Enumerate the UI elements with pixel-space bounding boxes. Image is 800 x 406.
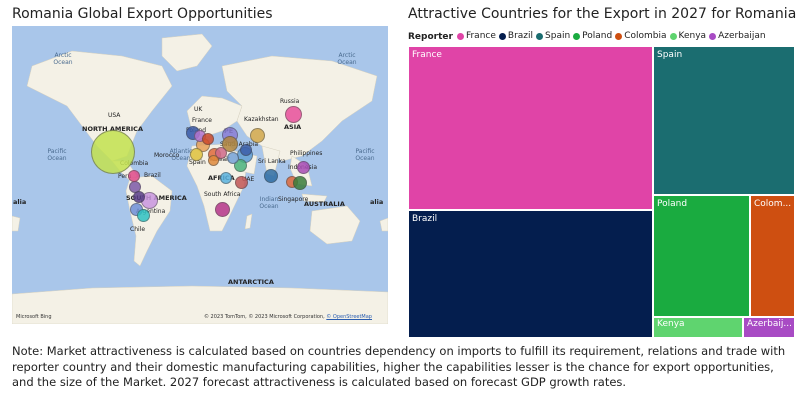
map-bubble[interactable] (190, 148, 203, 161)
place-label: Sri Lanka (258, 158, 286, 165)
map-bubble[interactable] (240, 144, 252, 156)
legend-swatch (709, 32, 717, 40)
treemap-tile-label: Brazil (412, 214, 438, 224)
place-label: Kuwait (210, 156, 231, 163)
map-copyright: © 2023 TomTom, © 2023 Microsoft Corporat… (203, 314, 372, 320)
map-bubble[interactable] (297, 161, 310, 174)
place-label: France (192, 117, 212, 124)
place-label: NORTH AMERICA (82, 125, 143, 133)
footnote: Note: Market attractiveness is calculate… (12, 344, 786, 389)
legend-title: Reporter (408, 31, 453, 42)
place-label: Saudi Arabia (220, 141, 259, 148)
treemap-tile-france[interactable]: France (408, 46, 653, 210)
map-bubble[interactable] (227, 152, 239, 164)
treemap-tile-kenya[interactable]: Kenya (653, 317, 743, 338)
map-bubble[interactable] (250, 128, 265, 143)
place-label: ASIA (284, 123, 302, 131)
treemap-tile-label: Kenya (657, 319, 685, 329)
ocean-label: Arctic Ocean (337, 52, 357, 66)
treemap-tile-label: Azerbaij... (747, 319, 792, 329)
treemap-tile-label: France (412, 50, 442, 60)
openstreetmap-link[interactable]: © OpenStreetMap (326, 314, 372, 320)
world-map[interactable]: Arctic Ocean Arctic Ocean Pacific Ocean … (12, 26, 388, 324)
place-label: Argentina (136, 208, 166, 215)
place-label: Kazakhstan (244, 116, 279, 123)
legend-item-spain[interactable]: Spain (536, 31, 570, 41)
ocean-label: Indian Ocean (259, 196, 279, 210)
treemap-tile-poland[interactable]: Poland (653, 195, 750, 317)
map-bubble[interactable] (91, 130, 135, 174)
legend-label: Azerbaijan (718, 31, 766, 41)
treemap-tile-label: Poland (657, 199, 688, 209)
legend-swatch (573, 32, 581, 40)
treemap-tile-brazil[interactable]: Brazil (408, 210, 653, 338)
legend-swatch (669, 32, 677, 40)
place-label: alia (13, 198, 27, 206)
place-label: Philippines (290, 150, 323, 157)
legend-item-kenya[interactable]: Kenya (669, 31, 707, 41)
map-bubble[interactable] (215, 147, 227, 159)
place-label: South Africa (204, 191, 241, 198)
treemap[interactable]: France Brazil Spain Poland Colom... Kenya Azer… (408, 46, 795, 338)
map-bubble[interactable] (220, 172, 232, 184)
legend-label: Spain (545, 31, 571, 41)
treemap-tile-label: Colom... (754, 199, 792, 209)
map-bubble[interactable] (128, 170, 140, 182)
place-label: UK (194, 106, 203, 113)
legend-item-france[interactable]: France (456, 31, 496, 41)
legend-label: France (465, 31, 496, 41)
map-bubble[interactable] (137, 209, 150, 222)
legend-swatch (498, 32, 506, 40)
map-bubble[interactable] (293, 176, 307, 190)
legend-label: Colombia (624, 31, 667, 41)
map-title: Romania Global Export Opportunities (12, 6, 273, 22)
ocean-label: Arctic Ocean (53, 52, 73, 66)
ocean-label: Pacific Ocean (47, 148, 67, 162)
place-label: USA (108, 112, 121, 119)
ocean-label: Atlantic Ocean (169, 148, 193, 162)
legend-swatch (536, 32, 544, 40)
place-label: Morocco (154, 152, 180, 159)
map-land (12, 33, 388, 324)
map-bubble[interactable] (208, 155, 219, 166)
place-label: Spain (189, 159, 206, 166)
place-label: Chile (130, 226, 146, 233)
legend-item-poland[interactable]: Poland (573, 31, 612, 41)
ocean-label: Pacific Ocean (355, 148, 375, 162)
place-label: Peru (118, 173, 132, 180)
bing-logo: Microsoft Bing (16, 314, 52, 320)
map-bubble[interactable] (222, 136, 238, 152)
place-label: ANTARCTICA (228, 278, 274, 286)
map-bubble[interactable] (202, 133, 214, 145)
treemap-title: Attractive Countries for the Export in 2… (408, 6, 797, 22)
map-bubble[interactable] (215, 202, 230, 217)
map-bubble[interactable] (234, 159, 247, 172)
place-label: Russia (280, 98, 300, 105)
treemap-tile-label: Spain (657, 50, 683, 60)
legend-swatch (615, 32, 623, 40)
legend-item-azerbaijan[interactable]: Azerbaijan (709, 31, 766, 41)
place-label: alia (370, 198, 384, 206)
treemap-legend: Reporter France Brazil Spain Poland Colombia… (408, 31, 769, 43)
legend-label: Kenya (678, 31, 707, 41)
place-label: Brazil (144, 172, 161, 179)
legend-label: Brazil (507, 31, 534, 41)
map-bubble[interactable] (264, 169, 278, 183)
map-bubble[interactable] (235, 176, 248, 189)
legend-item-brazil[interactable]: Brazil (498, 31, 534, 41)
map-bubble[interactable] (133, 191, 145, 203)
treemap-tile-azerbaijan[interactable]: Azerbaij... (743, 317, 795, 338)
legend-swatch (456, 32, 464, 40)
place-label: AUSTRALIA (304, 200, 345, 208)
map-bubble[interactable] (285, 106, 302, 123)
legend-item-colombia[interactable]: Colombia (615, 31, 667, 41)
place-label: Colombia (120, 160, 149, 167)
place-label: Singapore (278, 196, 309, 203)
treemap-tile-colombia[interactable]: Colom... (750, 195, 795, 317)
treemap-tile-spain[interactable]: Spain (653, 46, 795, 195)
legend-label: Poland (582, 31, 613, 41)
place-label: UAE (242, 176, 255, 183)
